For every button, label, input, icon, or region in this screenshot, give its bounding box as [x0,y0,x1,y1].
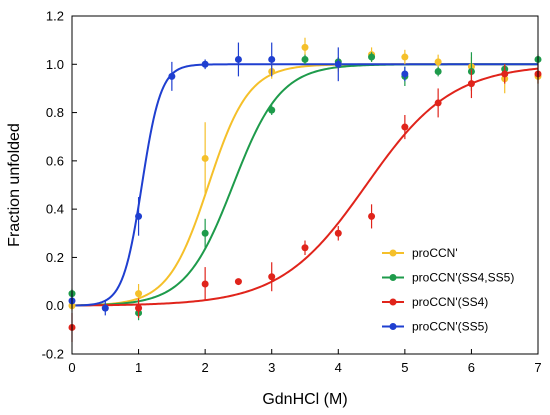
data-point-proccn-ss4 [201,280,209,288]
x-tick-label: 4 [335,360,342,375]
data-point-proccn-ss4-ss5 [201,229,209,237]
legend-swatch-marker [389,249,397,257]
x-tick-label: 1 [135,360,142,375]
data-point-proccn-ss5 [101,304,109,312]
legend-label: proCCN'(SS5) [412,320,488,334]
legend-swatch-marker [389,323,397,330]
data-point-proccn-ss4-ss5 [301,55,309,63]
y-tick-label: 1.0 [46,57,64,72]
y-tick-label: 0.6 [46,153,64,168]
data-point-proccn-ss4 [234,278,242,286]
data-point-proccn-ss4 [301,244,309,252]
x-axis-title: GdnHCl (M) [262,391,347,408]
data-point-proccn-ss5 [234,55,242,63]
y-tick-label: 0.4 [46,202,64,217]
x-tick-label: 5 [401,360,408,375]
fit-curves [71,63,539,307]
data-point-proccn-ss4 [334,229,342,237]
y-tick-label: 0.0 [46,298,64,313]
data-point-proccn-ss4 [501,70,509,78]
fit-curve-proccn-ss4 [71,67,539,307]
data-point-proccn-ss5 [201,60,209,68]
data-point-proccn-ss5 [334,60,342,68]
data-point-proccn-ss4 [434,99,442,107]
data-points [68,37,542,342]
y-tick-label: 0.2 [46,250,64,265]
data-point-proccn-ss5 [401,70,409,78]
legend-swatch-marker [389,298,397,306]
y-tick-label: 0.8 [46,105,64,120]
data-point-proccn-ss4-ss5 [434,68,442,76]
legend: proCCN' proCCN'(SS4,SS5) proCCN'(SS4) proCC… [382,246,514,334]
legend-label: proCCN'(SS4) [412,295,488,309]
y-tick-label: 1.2 [46,9,64,24]
x-tick-label: 0 [68,360,75,375]
y-tick-label: -0.2 [42,347,64,362]
data-point-proccn [301,43,309,51]
data-point-proccn-ss4-ss5 [268,106,276,114]
x-tick-label: 3 [268,360,275,375]
data-point-proccn-ss4 [401,123,409,131]
fit-curve-proccn-ss5 [71,63,538,307]
data-point-proccn-ss4 [268,273,276,281]
plot-frame [71,15,539,355]
data-point-proccn-ss4 [368,212,376,220]
x-tick-label: 7 [534,360,541,375]
data-point-proccn [401,53,409,61]
y-axis-title: Fraction unfolded [6,123,23,247]
x-tick-label: 2 [202,360,209,375]
legend-label: proCCN' [412,246,458,260]
legend-label: proCCN'(SS4,SS5) [412,271,514,285]
data-point-proccn [135,290,143,298]
data-point-proccn-ss4 [135,304,143,312]
x-tick-label: 6 [468,360,475,375]
data-point-proccn [201,154,209,162]
data-point-proccn-ss5 [268,55,276,63]
data-point-proccn-ss5 [135,212,143,220]
legend-swatch-marker [389,274,397,281]
data-point-proccn-ss4 [467,80,475,88]
data-point-proccn-ss5 [168,72,176,80]
ticks-layer: 0 1 2 3 4 5 6 7 -0.2 0.0 0.2 0.4 0.6 0.8 1.0 1.2 [42,9,542,376]
data-point-proccn-ss4-ss5 [368,53,376,61]
data-point-proccn [434,58,442,66]
